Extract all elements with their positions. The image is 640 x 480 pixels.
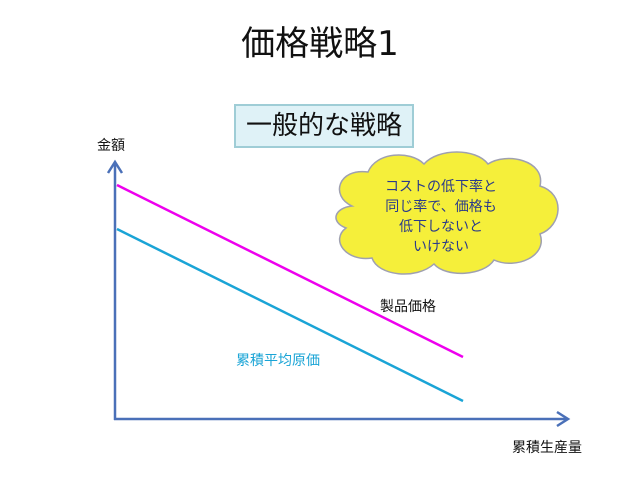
y-axis-arrow-icon <box>106 159 124 174</box>
callout-line: 同じ率で、価格も <box>385 199 497 215</box>
callout-cloud <box>335 151 559 275</box>
y-axis <box>106 159 124 420</box>
average-cost-label: 累積平均原価 <box>236 353 320 369</box>
product-price-line <box>116 183 464 359</box>
product-price-label: 製品価格 <box>380 299 436 315</box>
callout-line: コストの低下率と <box>385 179 497 195</box>
average-cost-line <box>116 227 464 403</box>
slide-title: 価格戦略1 <box>241 24 399 64</box>
subtitle-box: 一般的な戦略 <box>234 104 414 148</box>
callout-cloud-shape <box>335 151 559 275</box>
x-axis <box>114 410 571 428</box>
callout-line: いけない <box>413 239 469 255</box>
callout-line: 低下しないと <box>399 219 483 235</box>
subtitle-text: 一般的な戦略 <box>245 111 402 141</box>
callout-text: コストの低下率と 同じ率で、価格も 低下しないと いけない <box>352 177 530 257</box>
y-axis-label: 金額 <box>97 138 125 154</box>
x-axis-label: 累積生産量 <box>512 440 582 456</box>
x-axis-arrow-icon <box>556 410 571 428</box>
